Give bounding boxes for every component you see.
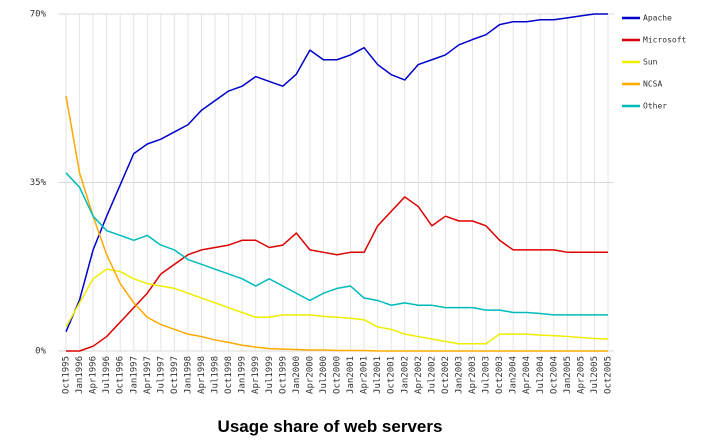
series-line bbox=[65, 172, 608, 316]
legend-label: Other bbox=[643, 102, 667, 111]
y-tick-label: 70% bbox=[30, 10, 47, 20]
x-tick-label: Jul1998 bbox=[211, 356, 221, 394]
series-line bbox=[66, 196, 608, 352]
series-line bbox=[65, 13, 608, 333]
y-tick-label: 0% bbox=[35, 347, 46, 357]
series-line bbox=[65, 95, 608, 352]
x-tick-label: Jan2005 bbox=[563, 356, 573, 394]
legend-label: Microsoft bbox=[643, 36, 687, 45]
x-tick-label: Jan1996 bbox=[75, 356, 85, 394]
x-tick-label: Jul2001 bbox=[373, 356, 383, 394]
x-tick-label: Oct2000 bbox=[333, 356, 343, 394]
x-tick-label: Jan2003 bbox=[454, 356, 464, 394]
x-tick-label: Apr2001 bbox=[360, 356, 370, 394]
x-tick-label: Jul2005 bbox=[590, 356, 600, 394]
x-tick-label: Jan1998 bbox=[183, 356, 193, 394]
x-tick-label: Jan1997 bbox=[129, 356, 139, 394]
x-tick-label: Jan2000 bbox=[292, 356, 302, 394]
x-tick-label: Jan1999 bbox=[238, 356, 248, 394]
x-tick-label: Oct2001 bbox=[387, 356, 397, 394]
x-tick-label: Jul2000 bbox=[319, 356, 329, 394]
x-tick-label: Apr2004 bbox=[522, 356, 532, 394]
y-tick-label: 35% bbox=[30, 178, 47, 188]
x-tick-label: Jan2002 bbox=[400, 356, 410, 394]
x-tick-label: Oct1995 bbox=[62, 356, 72, 394]
x-tick-label: Oct2003 bbox=[495, 356, 505, 394]
x-tick-label: Apr2003 bbox=[468, 356, 478, 394]
x-tick-label: Jan2004 bbox=[509, 356, 519, 394]
x-tick-label: Oct1996 bbox=[116, 356, 126, 394]
x-tick-label: Apr2000 bbox=[305, 356, 315, 394]
x-tick-label: Jul1999 bbox=[265, 356, 275, 394]
x-tick-label: Apr2005 bbox=[576, 356, 586, 394]
x-tick-label: Jul1997 bbox=[156, 356, 166, 394]
x-tick-label: Jan2001 bbox=[346, 356, 356, 394]
x-tick-label: Apr2002 bbox=[414, 356, 424, 394]
x-tick-label: Jul2002 bbox=[427, 356, 437, 394]
x-tick-label: Oct2004 bbox=[549, 356, 559, 394]
x-tick-label: Oct1997 bbox=[170, 356, 180, 394]
chart-title: Usage share of web servers bbox=[218, 417, 443, 436]
x-tick-label: Apr1998 bbox=[197, 356, 207, 394]
x-tick-label: Jul2004 bbox=[536, 356, 546, 394]
x-tick-label: Oct1999 bbox=[278, 356, 288, 394]
x-tick-label: Oct2005 bbox=[604, 356, 614, 394]
legend-label: NCSA bbox=[643, 80, 662, 89]
legend-label: Apache bbox=[643, 14, 672, 23]
legend-label: Sun bbox=[643, 58, 658, 67]
x-tick-label: Apr1996 bbox=[89, 356, 99, 394]
series-line bbox=[65, 268, 609, 345]
x-tick-label: Apr1999 bbox=[251, 356, 261, 394]
x-tick-label: Apr1997 bbox=[143, 356, 153, 394]
x-tick-label: Jul1996 bbox=[102, 356, 112, 394]
x-tick-label: Oct1998 bbox=[224, 356, 234, 394]
x-tick-label: Jul2003 bbox=[482, 356, 492, 394]
x-tick-label: Oct2002 bbox=[441, 356, 451, 394]
